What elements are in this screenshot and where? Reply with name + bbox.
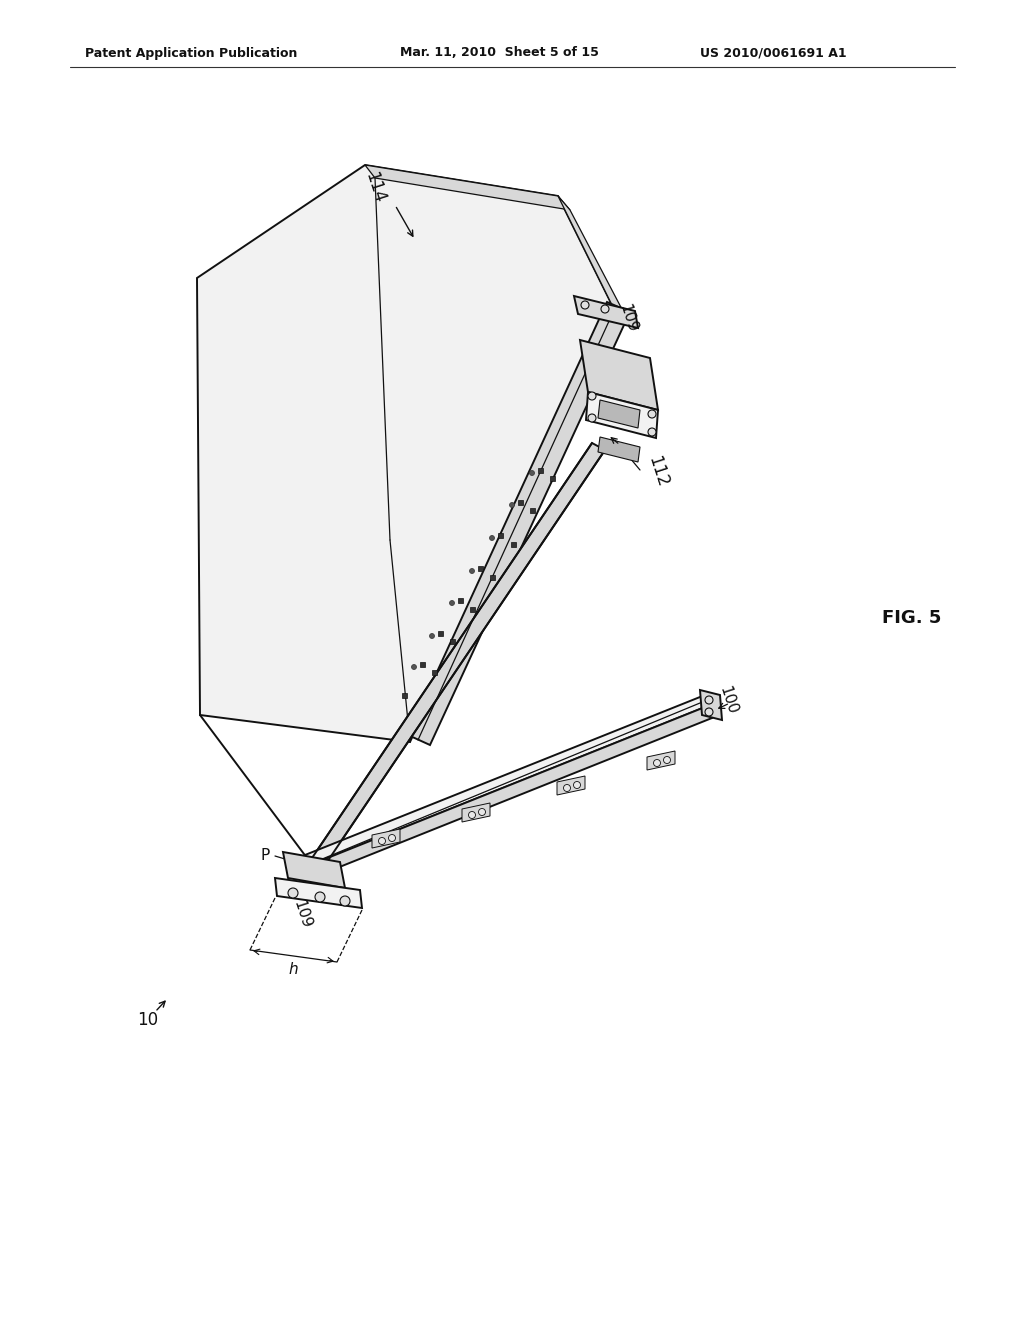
Circle shape <box>469 812 475 818</box>
Bar <box>477 565 482 570</box>
Bar <box>529 507 535 512</box>
Polygon shape <box>580 341 658 411</box>
Polygon shape <box>312 444 605 865</box>
Bar <box>517 499 522 504</box>
Text: 109: 109 <box>291 898 313 931</box>
Bar <box>489 574 495 579</box>
Polygon shape <box>557 776 585 795</box>
Text: FIG. 5: FIG. 5 <box>883 609 942 627</box>
Bar <box>458 598 463 602</box>
Polygon shape <box>598 400 640 428</box>
Circle shape <box>450 601 455 606</box>
Text: 109: 109 <box>616 302 640 334</box>
Text: US 2010/0061691 A1: US 2010/0061691 A1 <box>700 46 847 59</box>
Polygon shape <box>372 829 400 847</box>
Bar <box>431 669 436 675</box>
Polygon shape <box>647 751 675 770</box>
Circle shape <box>705 708 713 715</box>
Circle shape <box>489 536 495 540</box>
Text: 10: 10 <box>137 1011 159 1030</box>
Text: 112: 112 <box>644 454 672 490</box>
Polygon shape <box>700 690 722 719</box>
Circle shape <box>510 503 514 507</box>
Circle shape <box>429 634 434 639</box>
Polygon shape <box>283 851 345 888</box>
Circle shape <box>315 892 325 902</box>
Polygon shape <box>305 696 710 865</box>
Circle shape <box>581 301 589 309</box>
Circle shape <box>573 781 581 788</box>
Circle shape <box>588 392 596 400</box>
Bar <box>538 467 543 473</box>
Circle shape <box>469 569 474 573</box>
Bar <box>469 606 474 611</box>
Polygon shape <box>574 296 638 327</box>
Polygon shape <box>275 878 362 908</box>
Bar <box>550 475 555 480</box>
Polygon shape <box>586 392 658 438</box>
Circle shape <box>648 428 656 436</box>
Circle shape <box>588 414 596 422</box>
Text: h: h <box>288 962 298 978</box>
Polygon shape <box>408 302 630 744</box>
Circle shape <box>705 696 713 704</box>
Circle shape <box>648 411 656 418</box>
Polygon shape <box>365 165 570 210</box>
Circle shape <box>601 305 609 313</box>
Text: Mar. 11, 2010  Sheet 5 of 15: Mar. 11, 2010 Sheet 5 of 15 <box>400 46 599 59</box>
Polygon shape <box>462 803 490 822</box>
Circle shape <box>529 470 535 475</box>
Text: 114: 114 <box>361 170 388 206</box>
Polygon shape <box>310 705 712 878</box>
Bar <box>401 693 407 697</box>
Circle shape <box>563 784 570 792</box>
Circle shape <box>379 837 385 845</box>
Bar <box>511 541 515 546</box>
Circle shape <box>340 896 350 906</box>
Text: Patent Application Publication: Patent Application Publication <box>85 46 297 59</box>
Circle shape <box>388 834 395 842</box>
Text: P: P <box>261 847 270 862</box>
Circle shape <box>412 664 417 669</box>
Circle shape <box>478 808 485 816</box>
Polygon shape <box>558 195 625 315</box>
Bar <box>420 661 425 667</box>
Bar <box>498 532 503 537</box>
Bar <box>437 631 442 635</box>
Polygon shape <box>598 437 640 462</box>
Circle shape <box>664 756 671 763</box>
Bar <box>450 639 455 644</box>
Circle shape <box>653 759 660 767</box>
Text: 100: 100 <box>717 684 739 715</box>
Polygon shape <box>197 165 612 742</box>
Circle shape <box>288 888 298 898</box>
